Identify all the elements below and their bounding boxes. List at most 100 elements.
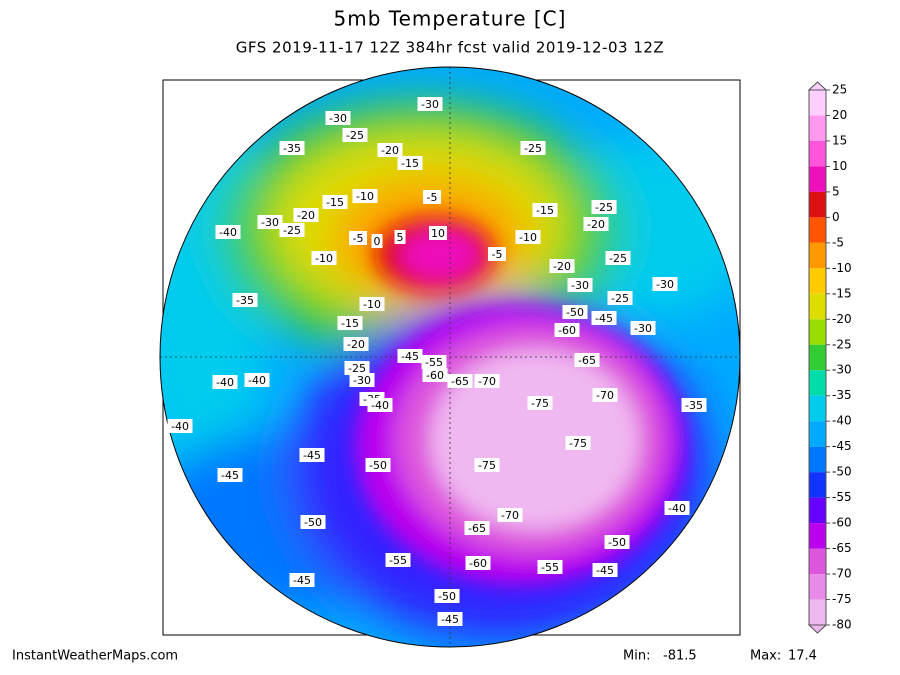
contour-label-text: -25 bbox=[609, 252, 627, 265]
contour-label-box bbox=[652, 277, 678, 291]
contour-label-box bbox=[217, 468, 243, 482]
contour-label-text: -10 bbox=[519, 231, 537, 244]
contour-label: -15 bbox=[532, 203, 558, 217]
contour-label: -20 bbox=[343, 337, 369, 351]
contour-label: -40 bbox=[215, 225, 241, 239]
contour-label-box bbox=[437, 612, 463, 626]
contour-label: -40 bbox=[167, 419, 193, 433]
contour-label: -60 bbox=[422, 368, 448, 382]
contour-label-box bbox=[681, 398, 707, 412]
contour-label-text: -25 bbox=[348, 362, 366, 375]
contour-label-box bbox=[488, 247, 506, 261]
contour-label-text: -50 bbox=[438, 590, 456, 603]
contour-label: -55 bbox=[421, 355, 447, 369]
contour-label-text: -75 bbox=[478, 459, 496, 472]
contour-label-box bbox=[422, 368, 448, 382]
contour-label-text: -50 bbox=[369, 459, 387, 472]
contour-label-text: -30 bbox=[261, 216, 279, 229]
contour-label-box bbox=[394, 230, 406, 244]
colorbar-tick-label: -80 bbox=[832, 618, 852, 632]
contour-label-box bbox=[325, 111, 351, 125]
contour-label-text: -55 bbox=[389, 554, 407, 567]
contour-label: 0 bbox=[371, 234, 383, 248]
contour-label-box bbox=[349, 231, 367, 245]
contour-label: -30 bbox=[325, 111, 351, 125]
contour-label-text: -35 bbox=[236, 294, 254, 307]
contour-label-text: -45 bbox=[401, 350, 419, 363]
contour-label-box bbox=[464, 521, 490, 535]
contour-label-text: -10 bbox=[356, 190, 374, 203]
contour-label-text: -20 bbox=[347, 338, 365, 351]
contour-label-box bbox=[244, 373, 270, 387]
contour-label-text: -70 bbox=[501, 509, 519, 522]
contour-label-text: -40 bbox=[216, 376, 234, 389]
contour-label-text: -25 bbox=[283, 224, 301, 237]
contour-label-box bbox=[567, 278, 593, 292]
contour-label-box bbox=[289, 573, 315, 587]
colorbar-band bbox=[809, 548, 826, 575]
contour-label-text: -35 bbox=[283, 142, 301, 155]
contour-label: -5 bbox=[349, 231, 367, 245]
colorbar-tick-label: -25 bbox=[832, 337, 852, 351]
contour-label-box bbox=[279, 223, 305, 237]
contour-label: -25 bbox=[591, 200, 617, 214]
contour-label-text: -70 bbox=[478, 375, 496, 388]
contour-label-box bbox=[583, 217, 609, 231]
contour-label-box bbox=[630, 321, 656, 335]
contour-label: -45 bbox=[217, 468, 243, 482]
contour-label-text: 10 bbox=[431, 227, 445, 240]
contour-label-box bbox=[349, 373, 375, 387]
contour-label: -40 bbox=[212, 375, 238, 389]
contour-label: -65 bbox=[447, 374, 473, 388]
contour-label-text: -45 bbox=[441, 613, 459, 626]
contour-label-text: -75 bbox=[531, 397, 549, 410]
contour-label-text: -15 bbox=[326, 196, 344, 209]
colorbar-tick-label: -30 bbox=[832, 363, 852, 377]
contour-label: -70 bbox=[474, 374, 500, 388]
contour-label-box bbox=[417, 97, 443, 111]
contour-label-text: -20 bbox=[553, 260, 571, 273]
contour-label: -10 bbox=[515, 230, 541, 244]
contour-label-text: -30 bbox=[571, 279, 589, 292]
contour-label: -70 bbox=[497, 508, 523, 522]
contour-label-text: 5 bbox=[397, 231, 404, 244]
colorbar-cap-bottom bbox=[807, 624, 828, 634]
contour-label-box bbox=[515, 230, 541, 244]
contour-label: -75 bbox=[474, 458, 500, 472]
contour-label: -50 bbox=[300, 515, 326, 529]
contour-label: -30 bbox=[567, 278, 593, 292]
contour-label-box bbox=[549, 259, 575, 273]
contour-label-text: -40 bbox=[668, 502, 686, 515]
contour-label-text: -15 bbox=[401, 157, 419, 170]
contour-label: -45 bbox=[397, 349, 423, 363]
contour-label-text: -30 bbox=[634, 322, 652, 335]
contour-label-text: -30 bbox=[421, 98, 439, 111]
contour-label-text: -30 bbox=[656, 278, 674, 291]
contour-label-text: -60 bbox=[426, 369, 444, 382]
contour-label: -25 bbox=[279, 223, 305, 237]
contour-label-box bbox=[465, 556, 491, 570]
contour-label-box bbox=[322, 195, 348, 209]
contour-label: -10 bbox=[311, 251, 337, 265]
contour-label: -40 bbox=[244, 373, 270, 387]
contour-label-text: -35 bbox=[685, 399, 703, 412]
contour-label-text: -25 bbox=[611, 292, 629, 305]
contour-label-text: -45 bbox=[596, 564, 614, 577]
contour-label: -35 bbox=[279, 141, 305, 155]
contour-label-text: -45 bbox=[303, 449, 321, 462]
contour-label-box bbox=[574, 353, 600, 367]
contour-label: -50 bbox=[434, 589, 460, 603]
contour-label-text: -20 bbox=[381, 144, 399, 157]
contour-label: -30 bbox=[652, 277, 678, 291]
contour-label-box bbox=[429, 226, 447, 240]
colorbar-tick-label: 20 bbox=[832, 108, 847, 122]
contour-label-text: -10 bbox=[315, 252, 333, 265]
contour-label-box bbox=[232, 293, 258, 307]
colorbar-band bbox=[809, 523, 826, 549]
colorbar-tick-label: -45 bbox=[832, 439, 852, 453]
contour-label-box bbox=[215, 225, 241, 239]
contour-label: -75 bbox=[527, 396, 553, 410]
contour-label-box bbox=[604, 535, 630, 549]
contour-label: 10 bbox=[429, 226, 447, 240]
